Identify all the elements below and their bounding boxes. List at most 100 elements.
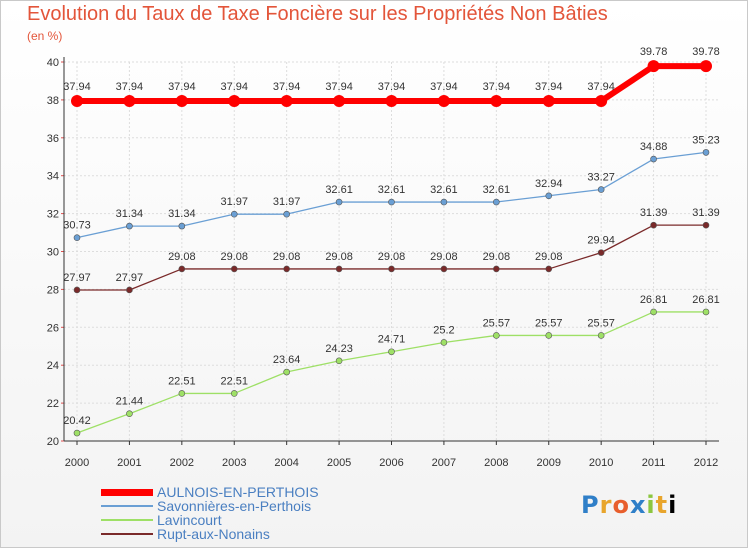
data-label: 37.94 [116,81,144,93]
data-point [597,249,605,256]
x-tick-label: 2011 [642,457,666,469]
data-point [388,348,395,356]
data-label: 37.94 [63,81,91,93]
data-point [73,286,81,294]
data-point [385,95,398,108]
chart-title: Evolution du Taux de Taxe Foncière sur l… [27,3,608,25]
data-point [71,95,83,108]
data-point [700,60,712,73]
data-point [545,192,553,200]
data-point [283,265,290,273]
data-point [545,332,553,339]
data-point [542,95,555,108]
data-point [595,95,608,108]
data-label: 27.97 [63,272,91,284]
data-label: 29.08 [273,251,301,263]
data-label: 26.81 [640,294,668,306]
y-tick-label: 30 [47,247,59,259]
x-tick-label: 2006 [379,457,403,469]
data-label: 35.23 [692,134,720,146]
data-label: 31.39 [640,207,668,219]
data-label: 29.94 [587,235,615,247]
data-label: 24.71 [378,334,406,346]
x-tick-label: 2002 [170,457,194,469]
data-label: 24.23 [325,343,353,355]
data-point [175,95,188,108]
proxiti-logo: Proxiti [581,491,678,519]
data-point [123,95,136,108]
data-label: 37.94 [273,81,301,93]
y-tick-label: 34 [47,171,59,183]
data-label: 32.61 [483,184,511,196]
data-point [126,222,133,230]
data-point [650,308,657,316]
data-label: 37.94 [483,81,511,93]
data-label: 29.08 [325,251,353,263]
data-point [702,308,710,316]
data-label: 37.94 [220,81,248,93]
x-tick-label: 2008 [484,457,508,469]
data-point [228,95,241,108]
x-tick-label: 2007 [432,457,456,469]
data-point [440,339,448,346]
legend-swatch [101,488,153,496]
data-point [280,95,293,108]
data-point [597,332,605,339]
legend-label: Rupt-aux-Nonains [157,526,270,542]
y-tick-label: 40 [47,57,59,69]
data-label: 31.97 [220,196,248,208]
legend-label: Lavincourt [157,512,222,528]
x-tick-label: 2003 [222,457,246,469]
data-point [650,221,657,229]
data-label: 29.08 [168,251,196,263]
y-tick-label: 36 [47,133,59,145]
data-label: 32.61 [430,184,458,196]
data-point [283,210,290,218]
data-label: 31.97 [273,196,301,208]
x-tick-label: 2012 [694,457,718,469]
data-point [493,332,500,339]
data-point [335,357,343,365]
data-label: 22.51 [220,375,248,387]
unit-label: (en %) [27,29,63,43]
data-point [178,222,186,230]
x-tick-label: 2004 [274,457,298,469]
data-label: 26.81 [692,294,720,306]
legend-label: Savonnières-en-Perthois [157,498,312,514]
y-tick-label: 28 [47,284,59,296]
data-label: 39.78 [640,46,668,58]
legend-swatch [101,533,153,535]
data-point [650,155,657,163]
data-label: 32.94 [535,178,563,190]
data-point [178,390,186,397]
data-point [440,265,448,273]
x-tick-label: 2009 [537,457,561,469]
x-tick-label: 2000 [65,457,89,469]
data-label: 25.57 [483,317,511,329]
data-label: 29.08 [535,251,563,263]
data-point [73,429,81,437]
data-label: 22.51 [168,375,196,387]
data-label: 37.94 [168,81,196,93]
data-label: 23.64 [273,354,301,366]
data-label: 31.39 [692,207,720,219]
data-label: 32.61 [378,184,406,196]
data-label: 31.34 [168,208,196,220]
data-label: 37.94 [325,81,353,93]
data-label: 29.08 [378,251,406,263]
data-point [333,95,346,108]
y-tick-label: 24 [47,360,59,372]
data-label: 25.57 [587,317,615,329]
legend-label: AULNOIS-EN-PERTHOIS [157,484,319,500]
data-point [647,60,660,73]
data-label: 31.34 [116,208,144,220]
data-point [230,265,238,273]
data-label: 37.94 [535,81,563,93]
data-point [230,390,238,397]
data-point [335,265,343,273]
data-point [597,186,605,193]
data-label: 37.94 [378,81,406,93]
data-label: 33.27 [587,172,615,184]
